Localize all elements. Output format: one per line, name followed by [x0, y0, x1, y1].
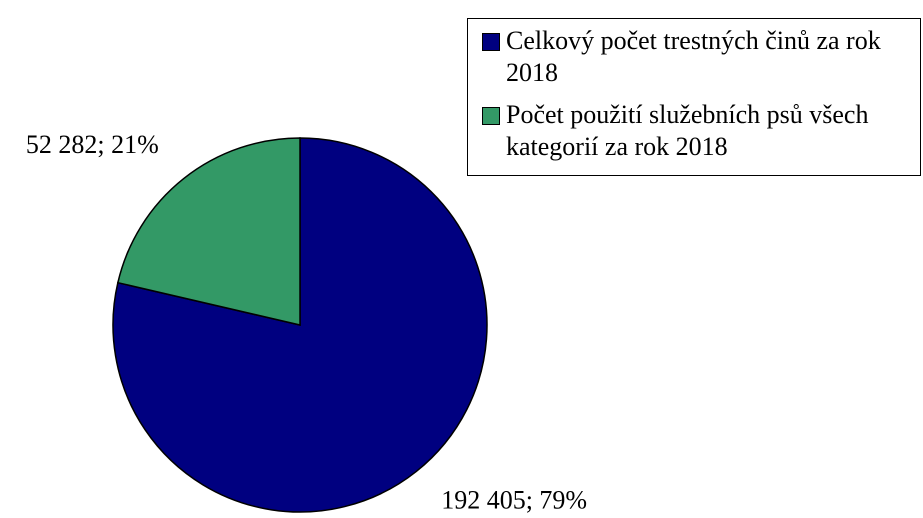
data-label: 192 405; 79% [441, 486, 587, 515]
legend-item: Počet použití služebních psů všech kateg… [482, 99, 914, 163]
legend-swatch [482, 33, 500, 51]
legend-item: Celkový počet trestných činů za rok 2018 [482, 25, 914, 89]
legend: Celkový počet trestných činů za rok 2018… [467, 18, 921, 176]
legend-swatch [482, 107, 500, 125]
data-label: 52 282; 21% [26, 130, 159, 159]
legend-label: Počet použití služebních psů všech kateg… [506, 100, 869, 161]
pie-slice [116, 137, 301, 326]
legend-label: Celkový počet trestných činů za rok 2018 [506, 26, 881, 87]
